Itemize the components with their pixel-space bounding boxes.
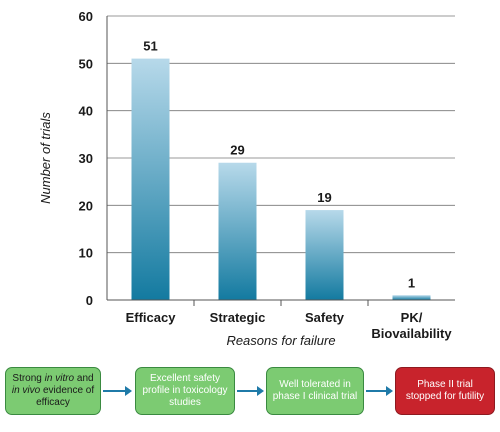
flow-step-safety-profile: Excellent safety profile in toxicology s…: [135, 367, 235, 415]
x-category-label: Biovailability: [371, 326, 452, 341]
x-category-label: Safety: [305, 310, 345, 325]
y-axis-ticks: 0 10 20 30 40 50 60: [79, 9, 93, 308]
flow-step-efficacy-evidence-part: in vitro: [44, 373, 75, 384]
y-tick-label: 10: [79, 246, 93, 261]
flow-step-safety-profile-text: Excellent safety profile in toxicology s…: [142, 373, 228, 408]
flow-step-phase2-stopped-text: Phase II trial stopped for futility: [405, 379, 485, 402]
y-tick-label: 60: [79, 9, 93, 24]
value-labels: 51 29 19 1: [143, 39, 415, 291]
flow-arrow-1: [103, 386, 132, 396]
flow-step-phase2-stopped: Phase II trial stopped for futility: [395, 367, 495, 415]
bar-value-label: 1: [408, 275, 415, 290]
y-axis-title: Number of trials: [38, 112, 53, 204]
x-axis-title: Reasons for failure: [226, 333, 335, 348]
flow-step-efficacy-evidence: Strong in vitro and in vivo evidence of …: [5, 367, 101, 415]
y-tick-label: 40: [79, 104, 93, 119]
y-tick-label: 0: [86, 293, 93, 308]
flow-step-efficacy-evidence-text: Strong in vitro and in vivo evidence of …: [10, 373, 96, 409]
flow-arrow-2: [237, 386, 264, 396]
y-tick-label: 20: [79, 198, 93, 213]
bars: [131, 58, 431, 300]
x-category-label: Efficacy: [126, 310, 177, 325]
flow-step-efficacy-evidence-part: Strong: [12, 373, 45, 384]
bar: [218, 162, 257, 300]
bar-chart: 0 10 20 30 40 50 60 51 29 19 1 Efficacy Strategic S…: [38, 9, 455, 348]
flow-step-phase1-text: Well tolerated in phase I clinical trial: [272, 379, 358, 402]
flow-step-efficacy-evidence-part: evidence of efficacy: [36, 385, 95, 408]
bar: [131, 58, 170, 300]
bar-value-label: 29: [230, 143, 244, 158]
x-category-label: Strategic: [210, 310, 266, 325]
x-category-label: PK/: [401, 310, 423, 325]
bar: [392, 295, 431, 300]
category-labels: Efficacy Strategic Safety PK/Biovailability: [126, 300, 452, 341]
flow-step-phase1: Well tolerated in phase I clinical trial: [266, 367, 364, 415]
flow-step-efficacy-evidence-part: and: [74, 373, 94, 384]
bar-value-label: 51: [143, 39, 157, 54]
bar: [305, 210, 344, 300]
y-tick-label: 30: [79, 151, 93, 166]
flow-arrow-3: [366, 386, 393, 396]
flow-step-efficacy-evidence-part: in vivo: [11, 385, 41, 396]
y-tick-label: 50: [79, 56, 93, 71]
bar-value-label: 19: [317, 190, 331, 205]
